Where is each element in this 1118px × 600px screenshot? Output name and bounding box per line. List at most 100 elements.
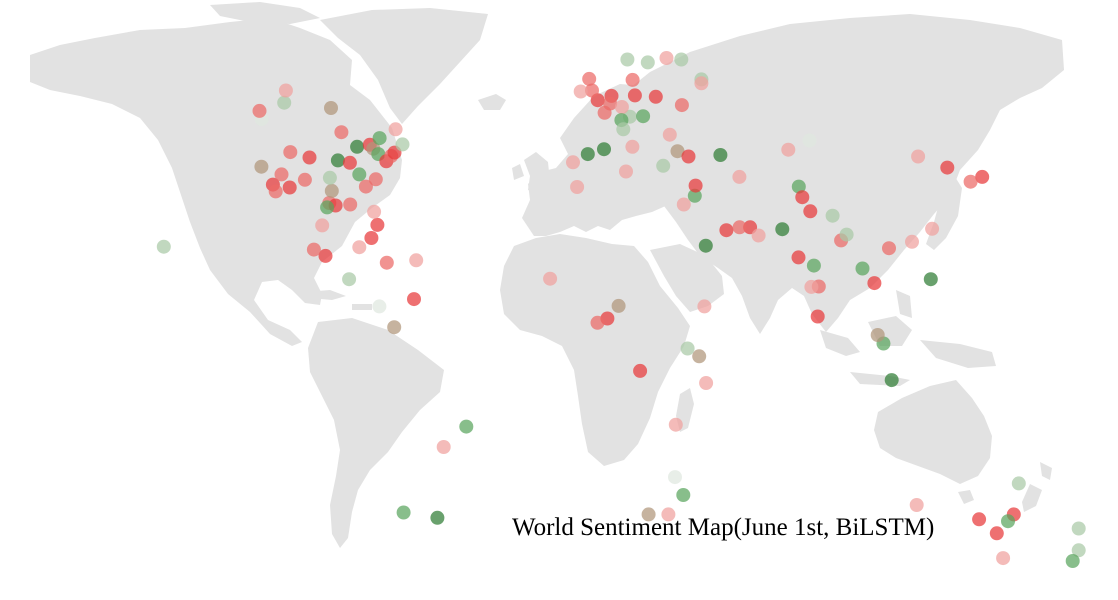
sentiment-marker-negative	[963, 174, 978, 189]
sentiment-marker-strong-negative	[810, 309, 825, 324]
sentiment-marker-positive	[676, 488, 691, 502]
sentiment-marker-weak-positive	[825, 208, 840, 223]
sentiment-marker-negative	[368, 172, 383, 187]
sentiment-marker-weak-negative	[911, 149, 926, 164]
sentiment-marker-positive	[396, 505, 411, 520]
sentiment-markers-layer	[156, 51, 1086, 568]
sentiment-marker-weak-negative	[905, 234, 919, 249]
arctic-islands	[210, 2, 338, 100]
sentiment-marker-strong-negative	[364, 231, 379, 245]
tasmania-landmass	[958, 490, 974, 504]
sentiment-marker-positive	[791, 179, 806, 194]
sentiment-marker-weak-negative	[804, 279, 819, 294]
sentiment-marker-strong-negative	[795, 190, 810, 205]
sentiment-marker-weak-negative	[278, 83, 293, 98]
sentiment-marker-positive	[855, 261, 870, 276]
sentiment-marker-weak-positive	[616, 122, 631, 137]
map-title: World Sentiment Map(June 1st, BiLSTM)	[512, 514, 935, 541]
sentiment-marker-negative	[732, 220, 747, 235]
sentiment-marker-weak-positive	[277, 95, 292, 110]
sentiment-marker-weak-negative	[573, 84, 588, 99]
sentiment-marker-strong-negative	[633, 363, 648, 378]
sentiment-marker-weak-negative	[566, 155, 580, 170]
asia-landmass	[600, 14, 1064, 334]
sentiment-marker-strong-negative	[791, 250, 806, 265]
sentiment-marker-strong-negative	[975, 169, 990, 184]
sentiment-marker-negative	[358, 179, 373, 194]
new-zealand-islands	[1022, 462, 1052, 512]
greenland-landmass	[320, 8, 488, 124]
sentiment-marker-strong-negative	[972, 512, 987, 527]
sentiment-marker-negative	[297, 172, 312, 187]
sentiment-marker-mixed	[324, 183, 339, 198]
sentiment-marker-weak-negative	[388, 122, 403, 137]
africa-landmass	[500, 234, 690, 466]
sentiment-marker-weak-positive	[156, 239, 171, 254]
sentiment-marker-negative	[334, 125, 349, 140]
sentiment-marker-negative	[343, 197, 358, 212]
sentiment-marker-weak-negative	[694, 76, 709, 91]
sentiment-marker-weak-negative	[543, 271, 558, 286]
sentiment-marker-strong-positive	[597, 142, 611, 157]
sentiment-marker-weak-positive	[640, 55, 655, 70]
sentiment-marker-strong-positive	[698, 238, 713, 253]
sentiment-marker-weak-negative	[315, 218, 330, 233]
sentiment-marker-weak-positive	[322, 170, 337, 185]
sentiment-marker-mixed	[670, 144, 685, 159]
sentiment-marker-neutral	[668, 470, 682, 485]
arabian-peninsula	[650, 244, 724, 312]
sentiment-marker-weak-positive	[395, 137, 410, 152]
sentiment-marker-strong-positive	[350, 139, 365, 154]
caribbean-islands	[305, 290, 372, 310]
sentiment-marker-strong-positive	[884, 373, 899, 388]
sentiment-marker-positive	[320, 200, 335, 215]
sentiment-marker-mixed	[611, 298, 626, 313]
sentiment-marker-negative	[603, 96, 618, 111]
sentiment-marker-weak-negative	[925, 221, 940, 236]
sentiment-marker-mixed	[641, 507, 656, 522]
sentiment-marker-strong-positive	[713, 148, 728, 162]
sentiment-marker-weak-negative	[732, 169, 747, 184]
sentiment-marker-strong-negative	[867, 276, 882, 291]
sentiment-marker-strong-negative	[282, 180, 297, 195]
sentiment-marker-neutral	[802, 133, 817, 148]
sentiment-marker-strong-positive	[580, 147, 595, 162]
sentiment-marker-positive	[806, 258, 821, 273]
sentiment-marker-weak-negative	[909, 498, 924, 512]
sentiment-marker-negative	[283, 145, 298, 160]
sentiment-marker-negative	[379, 255, 394, 270]
southeast-asia-islands	[820, 290, 996, 386]
sentiment-marker-weak-positive	[1071, 543, 1086, 558]
sentiment-marker-strong-positive	[330, 153, 345, 168]
sentiment-marker-weak-negative	[436, 440, 451, 454]
sentiment-marker-strong-negative	[342, 155, 357, 170]
sentiment-marker-weak-negative	[697, 299, 712, 314]
sentiment-marker-strong-negative	[989, 526, 1004, 541]
sentiment-marker-strong-positive	[923, 272, 938, 287]
sentiment-marker-strong-negative	[318, 248, 333, 263]
sentiment-marker-weak-negative	[614, 100, 629, 114]
sentiment-marker-weak-negative	[367, 204, 382, 219]
sentiment-marker-negative	[252, 103, 267, 118]
sentiment-marker-weak-negative	[619, 164, 633, 179]
sentiment-marker-strong-negative	[681, 149, 696, 164]
iceland-landmass	[478, 94, 506, 110]
sentiment-marker-strong-negative	[940, 160, 955, 175]
sentiment-marker-strong-negative	[407, 292, 421, 307]
sentiment-marker-negative	[625, 72, 640, 87]
sentiment-marker-positive	[352, 167, 367, 182]
sentiment-marker-weak-negative	[781, 142, 796, 157]
sentiment-marker-positive	[636, 109, 651, 124]
sentiment-marker-weak-negative	[409, 253, 424, 268]
sentiment-marker-weak-positive	[839, 227, 854, 242]
sentiment-marker-strong-negative	[302, 150, 317, 165]
sentiment-marker-positive	[687, 188, 702, 203]
british-isles	[512, 152, 550, 192]
north-america-landmass	[30, 18, 402, 346]
sentiment-marker-weak-positive	[342, 272, 357, 287]
sentiment-marker-strong-positive	[775, 222, 790, 237]
sentiment-marker-weak-positive	[1011, 476, 1026, 491]
sentiment-marker-negative	[882, 241, 896, 256]
